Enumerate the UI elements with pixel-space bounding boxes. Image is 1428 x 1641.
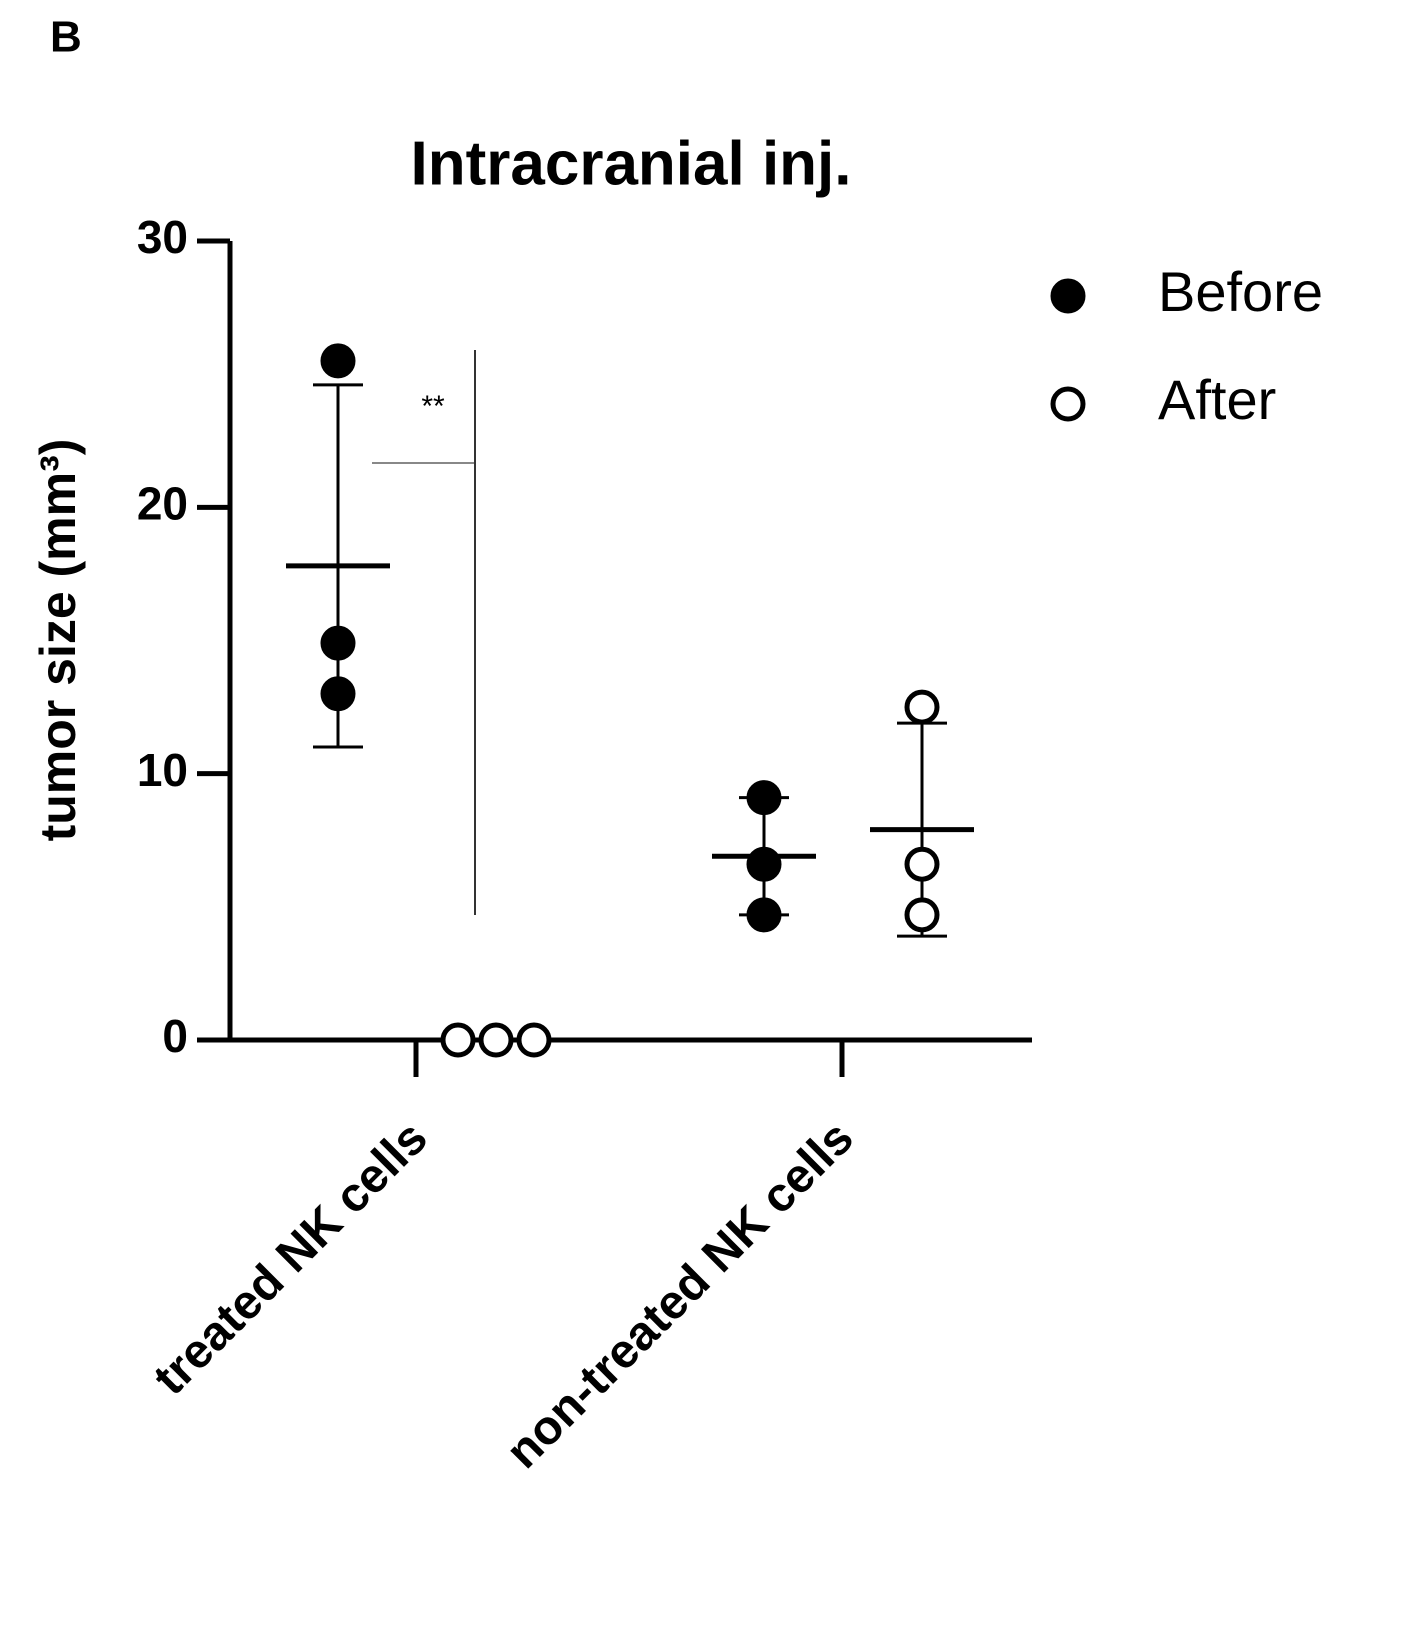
data-point bbox=[746, 846, 782, 882]
data-point bbox=[904, 846, 940, 882]
data-point bbox=[516, 1022, 552, 1058]
x-tick-label: treated NK cells bbox=[144, 1111, 438, 1405]
data-point bbox=[746, 897, 782, 933]
data-point bbox=[320, 343, 356, 379]
x-tick-label: non-treated NK cells bbox=[496, 1111, 864, 1479]
panel-label: B bbox=[50, 13, 82, 62]
legend-marker bbox=[1050, 278, 1086, 314]
legend-label: After bbox=[1158, 368, 1276, 431]
chart-title: Intracranial inj. bbox=[410, 129, 851, 198]
data-point bbox=[320, 625, 356, 661]
data-point bbox=[746, 780, 782, 816]
data-point bbox=[904, 897, 940, 933]
y-tick-label: 0 bbox=[162, 1010, 188, 1062]
data-point bbox=[440, 1022, 476, 1058]
data-point bbox=[320, 676, 356, 712]
data-point bbox=[478, 1022, 514, 1058]
y-tick-label: 20 bbox=[137, 477, 188, 529]
y-tick-label: 30 bbox=[137, 211, 188, 263]
legend-label: Before bbox=[1158, 260, 1323, 323]
legend-marker bbox=[1050, 386, 1086, 422]
data-point bbox=[904, 689, 940, 725]
y-axis-label: tumor size (mm³) bbox=[30, 439, 86, 842]
y-tick-label: 10 bbox=[137, 744, 188, 796]
significance-label: ** bbox=[421, 390, 445, 423]
